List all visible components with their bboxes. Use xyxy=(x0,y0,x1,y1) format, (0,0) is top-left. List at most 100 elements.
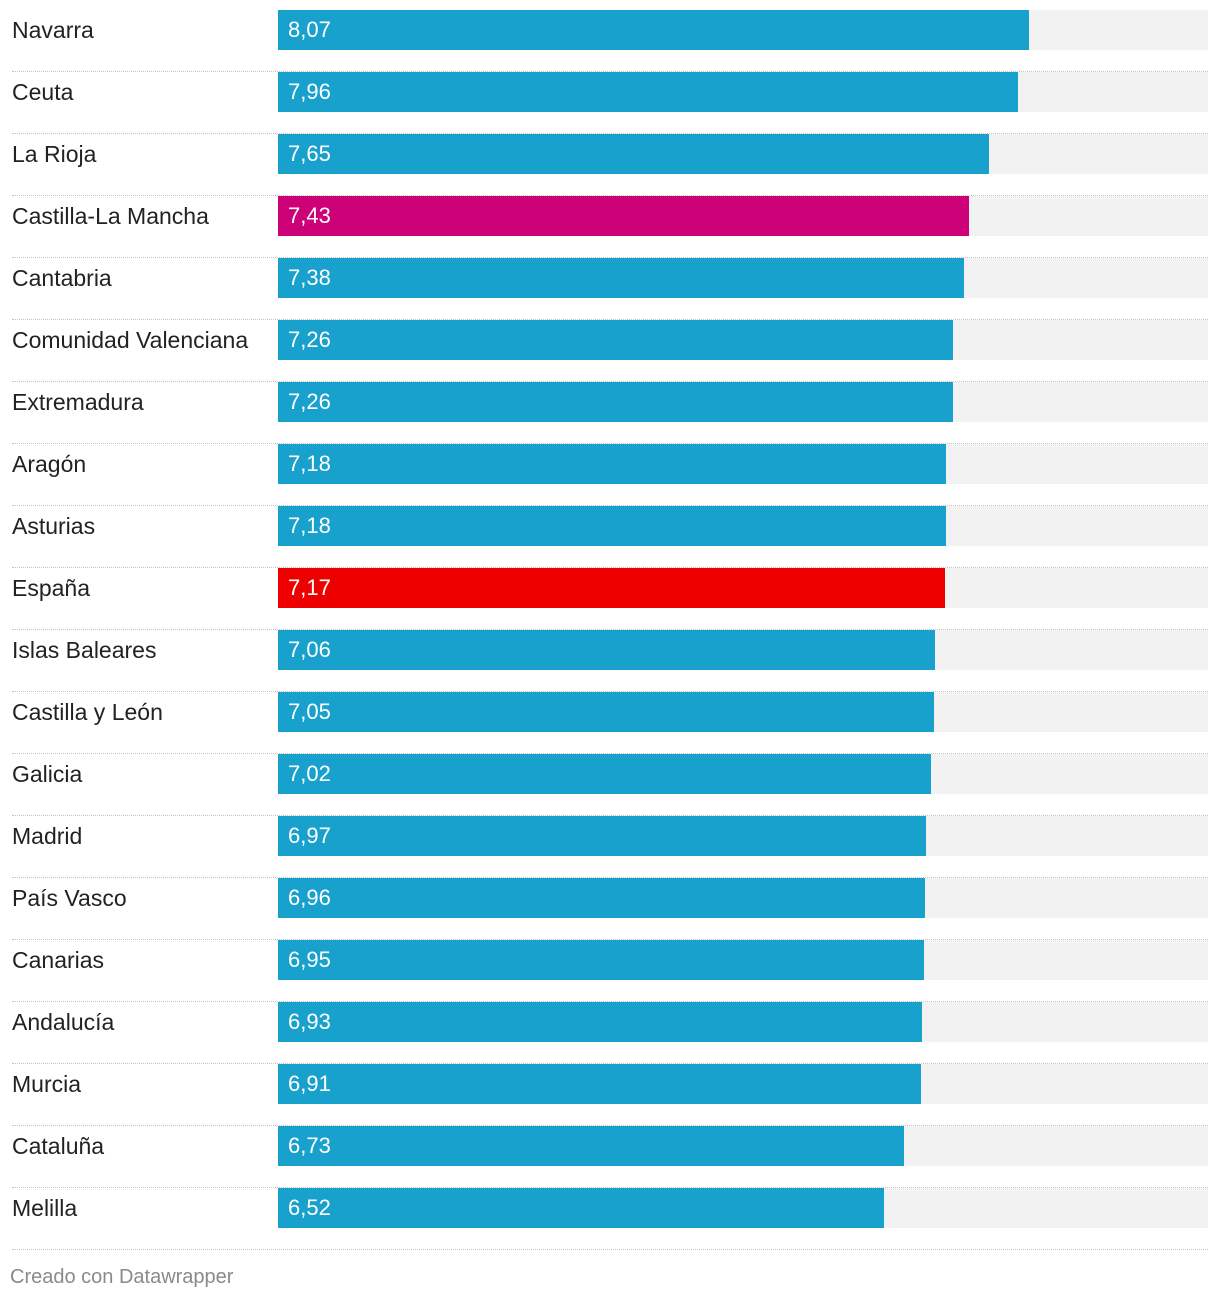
bar-row: Madrid 6,97 xyxy=(12,816,1208,878)
bar-row: Canarias 6,95 xyxy=(12,940,1208,1002)
bar-track: 7,17 xyxy=(278,568,1208,608)
bar-row: Comunidad Valenciana 7,26 xyxy=(12,320,1208,382)
value-label: 7,18 xyxy=(288,513,331,538)
bar: 7,38 xyxy=(278,258,964,298)
bar-track: 7,06 xyxy=(278,630,1208,670)
bar-row: Cantabria 7,38 xyxy=(12,258,1208,320)
value-label: 7,96 xyxy=(288,79,331,104)
bar-row: Castilla-La Mancha 7,43 xyxy=(12,196,1208,258)
category-label: Melilla xyxy=(12,1195,78,1221)
row-separator xyxy=(12,1125,1208,1126)
bar-track: 7,18 xyxy=(278,444,1208,484)
category-label: Islas Baleares xyxy=(12,637,157,663)
bar: 7,26 xyxy=(278,382,953,422)
value-label: 7,18 xyxy=(288,451,331,476)
bar: 7,18 xyxy=(278,444,946,484)
value-label: 7,65 xyxy=(288,141,331,166)
bar-track: 7,18 xyxy=(278,506,1208,546)
category-label: España xyxy=(12,575,91,601)
value-label: 6,52 xyxy=(288,1195,331,1220)
bar-track: 7,05 xyxy=(278,692,1208,732)
bar: 7,06 xyxy=(278,630,935,670)
bar: 7,26 xyxy=(278,320,953,360)
row-separator xyxy=(12,1001,1208,1002)
row-separator xyxy=(12,195,1208,196)
value-label: 6,95 xyxy=(288,947,331,972)
category-label: Castilla y León xyxy=(12,699,163,725)
bar: 8,07 xyxy=(278,10,1029,50)
bar-row: Asturias 7,18 xyxy=(12,506,1208,568)
bar-row: País Vasco 6,96 xyxy=(12,878,1208,940)
bar: 6,73 xyxy=(278,1126,904,1166)
category-label: Madrid xyxy=(12,823,83,849)
category-label: Navarra xyxy=(12,17,94,43)
category-label: Extremadura xyxy=(12,389,144,415)
bar-row: Galicia 7,02 xyxy=(12,754,1208,816)
value-label: 7,38 xyxy=(288,265,331,290)
category-label: Galicia xyxy=(12,761,83,787)
category-label: Comunidad Valenciana xyxy=(12,327,249,353)
bar-track: 8,07 xyxy=(278,10,1208,50)
category-label: Canarias xyxy=(12,947,105,973)
row-separator xyxy=(12,319,1208,320)
row-separator xyxy=(12,567,1208,568)
bar: 7,05 xyxy=(278,692,934,732)
bar-track: 6,93 xyxy=(278,1002,1208,1042)
bar-track: 6,91 xyxy=(278,1064,1208,1104)
bar-track: 7,65 xyxy=(278,134,1208,174)
footer-credit: Creado con Datawrapper xyxy=(10,1266,234,1288)
bar-track: 7,38 xyxy=(278,258,1208,298)
bar: 6,52 xyxy=(278,1188,884,1228)
value-label: 7,43 xyxy=(288,203,331,228)
bar-track: 6,96 xyxy=(278,878,1208,918)
bar-track: 6,95 xyxy=(278,940,1208,980)
bar: 6,96 xyxy=(278,878,925,918)
bar-track: 6,73 xyxy=(278,1126,1208,1166)
value-label: 6,73 xyxy=(288,1133,331,1158)
bar: 7,02 xyxy=(278,754,931,794)
row-separator xyxy=(12,1063,1208,1064)
bar: 6,93 xyxy=(278,1002,922,1042)
bar-track: 6,97 xyxy=(278,816,1208,856)
bar: 6,97 xyxy=(278,816,926,856)
bar-track: 6,52 xyxy=(278,1188,1208,1228)
bar: 7,43 xyxy=(278,196,969,236)
value-label: 7,06 xyxy=(288,637,331,662)
row-separator xyxy=(12,381,1208,382)
bar-track: 7,26 xyxy=(278,320,1208,360)
row-separator xyxy=(12,257,1208,258)
bar-row: Melilla 6,52 xyxy=(12,1188,1208,1250)
value-label: 7,26 xyxy=(288,327,331,352)
category-label: País Vasco xyxy=(12,885,127,911)
bar-track: 7,43 xyxy=(278,196,1208,236)
bar-row: La Rioja 7,65 xyxy=(12,134,1208,196)
category-label: Cantabria xyxy=(12,265,112,291)
value-label: 6,96 xyxy=(288,885,331,910)
value-label: 7,26 xyxy=(288,389,331,414)
bar-row: Islas Baleares 7,06 xyxy=(12,630,1208,692)
row-separator xyxy=(12,71,1208,72)
value-label: 8,07 xyxy=(288,17,331,42)
bar-row: España 7,17 xyxy=(12,568,1208,630)
row-separator xyxy=(12,629,1208,630)
bar-track: 7,96 xyxy=(278,72,1208,112)
category-label: Aragón xyxy=(12,451,87,477)
row-separator xyxy=(12,505,1208,506)
row-separator xyxy=(12,877,1208,878)
row-separator xyxy=(12,815,1208,816)
row-separator xyxy=(12,691,1208,692)
bar-row: Aragón 7,18 xyxy=(12,444,1208,506)
bar: 7,65 xyxy=(278,134,989,174)
value-label: 7,17 xyxy=(288,575,331,600)
value-label: 7,05 xyxy=(288,699,331,724)
row-separator xyxy=(12,1249,1208,1250)
bar: 7,17 xyxy=(278,568,945,608)
category-label: Ceuta xyxy=(12,79,74,105)
bar: 7,96 xyxy=(278,72,1018,112)
category-label: Cataluña xyxy=(12,1133,105,1159)
bar-track: 7,26 xyxy=(278,382,1208,422)
category-label: Asturias xyxy=(12,513,96,539)
bar-row: Navarra 8,07 xyxy=(12,10,1208,72)
category-label: Castilla-La Mancha xyxy=(12,203,209,229)
